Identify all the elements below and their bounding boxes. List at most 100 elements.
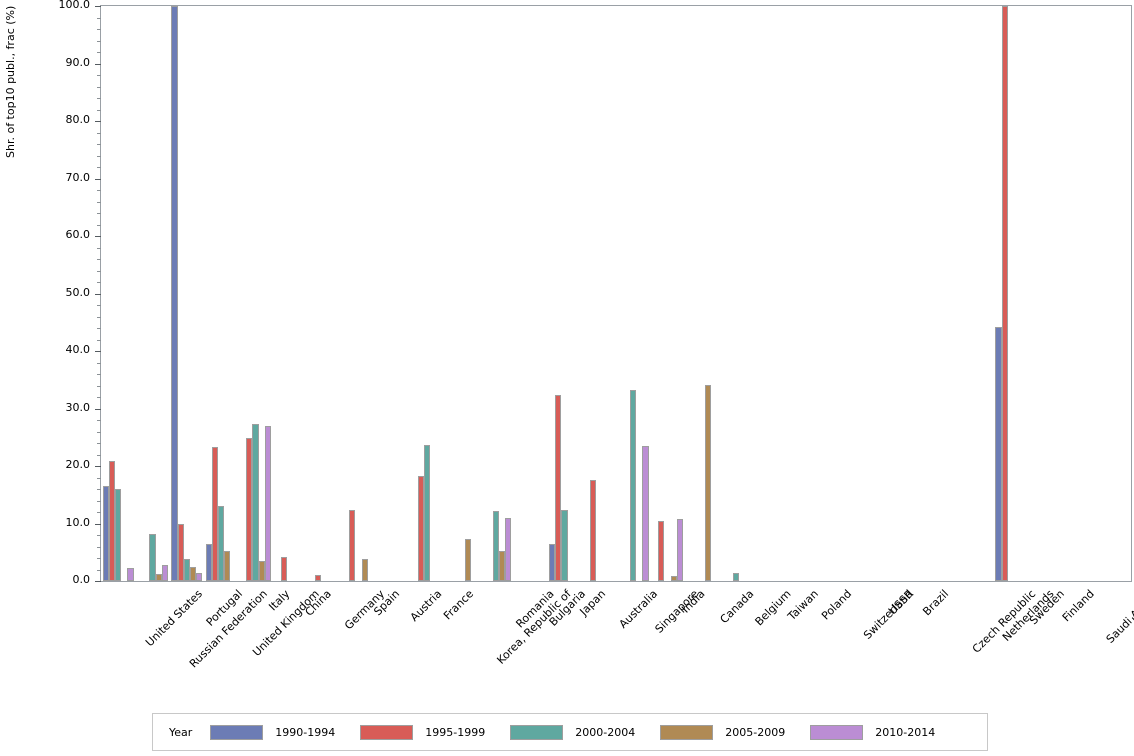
- bar-group: [824, 6, 855, 581]
- bar: [670, 575, 677, 581]
- y-axis-minor-tick: [97, 167, 101, 168]
- y-axis-minor-tick: [97, 339, 101, 341]
- bar: [102, 486, 109, 581]
- y-axis-minor-tick: [97, 374, 101, 375]
- y-axis-minor-tick: [97, 40, 101, 42]
- y-axis-minor-tick: [97, 132, 101, 134]
- bar-group: [583, 6, 614, 581]
- y-axis-minor-tick: [97, 443, 101, 444]
- bar: [218, 505, 225, 581]
- y-axis-minor-tick: [97, 155, 101, 157]
- bar: [196, 572, 203, 581]
- y-axis-tick-label: 90.0: [65, 55, 91, 69]
- x-axis-tick-label: Brazil: [920, 587, 952, 619]
- y-axis-minor-tick: [97, 316, 101, 318]
- bar: [464, 539, 471, 581]
- y-axis-minor-tick: [97, 75, 101, 76]
- bar: [361, 559, 368, 581]
- bar-group: [927, 6, 958, 581]
- y-axis-minor-tick: [97, 213, 101, 214]
- bar-group: [652, 6, 683, 581]
- bar: [733, 572, 740, 581]
- y-axis-tick-label: 100.0: [58, 0, 91, 11]
- y-axis-minor-tick: [97, 420, 101, 421]
- legend-entry[interactable]: 2000-2004: [510, 724, 658, 740]
- x-axis-tick-label: Canada: [717, 587, 757, 627]
- bar: [630, 390, 637, 581]
- x-axis-tick-label: France: [441, 587, 477, 623]
- y-axis-minor-tick: [97, 328, 101, 329]
- y-axis-major-tick: [95, 63, 101, 65]
- legend-label: 2010-2014: [875, 725, 936, 739]
- y-axis-minor-tick: [97, 52, 101, 53]
- bar-group: [721, 6, 752, 581]
- legend-swatch: [810, 724, 864, 740]
- y-axis-major-tick: [95, 466, 101, 467]
- y-axis-major-tick: [95, 523, 101, 525]
- legend-swatch: [210, 724, 264, 740]
- bar: [258, 560, 265, 581]
- bar-group: [858, 6, 889, 581]
- y-axis-minor-tick: [97, 17, 101, 19]
- bar: [642, 445, 649, 581]
- bar: [314, 575, 322, 581]
- y-axis-minor-tick: [97, 431, 101, 433]
- bar: [246, 437, 253, 581]
- legend-entry[interactable]: 1995-1999: [360, 724, 508, 740]
- y-axis-minor-tick: [97, 397, 101, 398]
- legend-entry[interactable]: 1990-1994: [210, 724, 358, 740]
- y-axis-minor-tick: [97, 282, 101, 283]
- legend-title: Year: [169, 725, 193, 739]
- y-axis-minor-tick: [97, 512, 101, 513]
- bar-group: [309, 6, 340, 581]
- bar: [161, 565, 168, 581]
- bar-group: [515, 6, 546, 581]
- bar: [211, 447, 219, 581]
- bar: [492, 510, 499, 581]
- legend-label: 1995-1999: [425, 725, 486, 739]
- y-axis-major-tick: [95, 236, 101, 237]
- bar-group: [961, 6, 992, 581]
- x-axis-tick-label: Austria: [407, 587, 445, 624]
- y-axis-minor-tick: [97, 385, 101, 387]
- y-axis-minor-tick: [97, 190, 101, 191]
- bar: [224, 550, 231, 581]
- y-axis-minor-tick: [97, 270, 101, 272]
- y-axis-major-tick: [95, 121, 101, 122]
- x-axis-tick-label: Finland: [1059, 587, 1097, 625]
- x-axis-tick-label: Belgium: [752, 587, 794, 629]
- y-axis-title: Shr. of top10 publ., frac (%): [4, 5, 17, 158]
- y-axis-tick-label: 0.0: [72, 573, 91, 586]
- bar: [704, 384, 712, 581]
- bars-layer: [101, 6, 1131, 581]
- y-axis-minor-tick: [97, 305, 101, 306]
- bar-group: [102, 6, 134, 581]
- y-axis-minor-tick: [97, 86, 101, 88]
- bar: [155, 574, 162, 581]
- bar: [108, 460, 116, 581]
- y-axis-tick-label: 80.0: [65, 113, 91, 126]
- bar: [561, 509, 568, 581]
- bar: [171, 6, 178, 581]
- bar-group: [412, 6, 443, 581]
- legend-label: 2000-2004: [575, 725, 636, 739]
- bar-group: [377, 6, 408, 581]
- bar-group: [446, 6, 477, 581]
- bar: [555, 395, 562, 581]
- y-axis-major-tick: [95, 581, 101, 582]
- y-axis-major-tick: [95, 408, 101, 410]
- bar: [205, 543, 212, 581]
- x-axis-tick-label: Poland: [818, 587, 855, 623]
- y-axis-tick-label: 20.0: [65, 458, 91, 471]
- plot-area: [95, 5, 1132, 582]
- x-axis-tick-label: India: [678, 587, 707, 616]
- legend-entry[interactable]: 2005-2009: [660, 724, 808, 740]
- legend-entry[interactable]: 2010-2014: [810, 724, 958, 740]
- bar-group: [1098, 6, 1129, 581]
- y-axis-minor-tick: [97, 546, 101, 548]
- bar-group: [549, 6, 580, 581]
- bar-group: [1064, 6, 1095, 581]
- bar: [149, 533, 156, 581]
- bar-group: [618, 6, 649, 581]
